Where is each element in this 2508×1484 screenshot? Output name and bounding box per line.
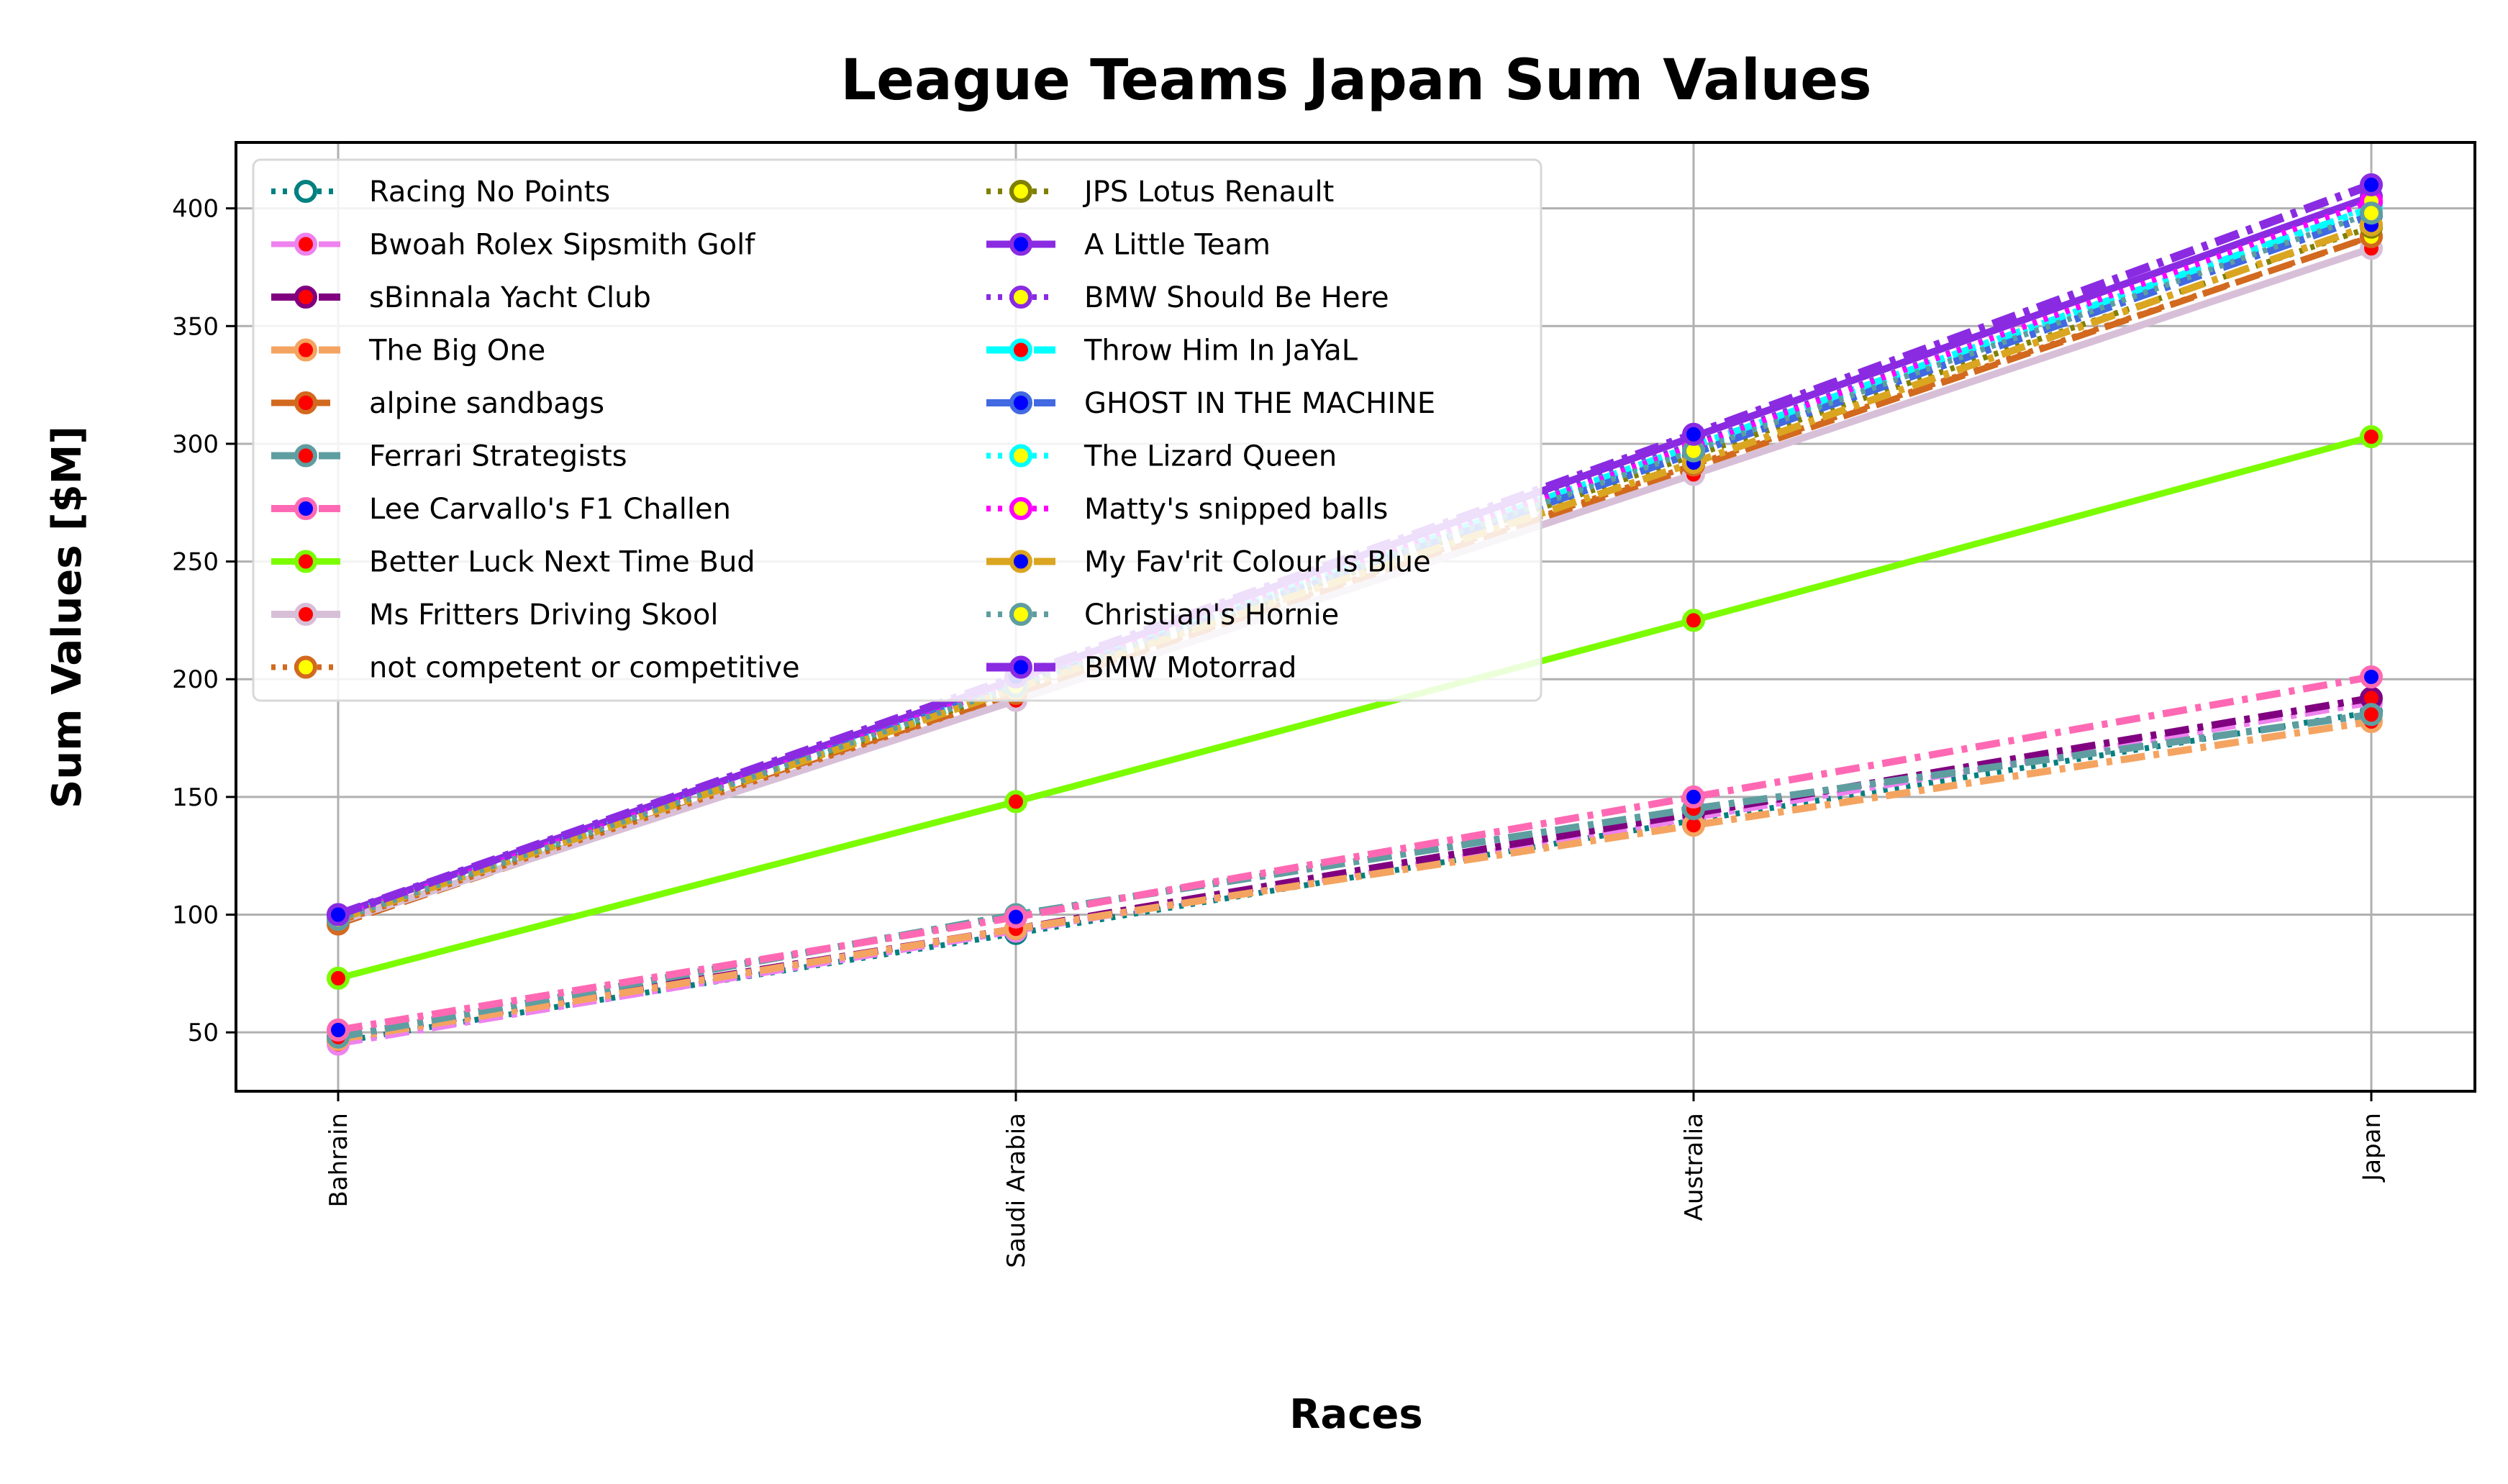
data-point	[327, 1018, 350, 1042]
legend-marker	[294, 603, 317, 626]
legend-marker	[1009, 391, 1032, 414]
legend-label: Racing No Points	[369, 176, 610, 209]
x-tick-label: Bahrain	[324, 1113, 353, 1208]
data-point	[327, 966, 350, 990]
legend-marker	[1009, 444, 1032, 468]
legend-label: sBinnala Yacht Club	[369, 281, 651, 314]
legend-label: Bwoah Rolex Sipsmith Golf	[369, 229, 755, 262]
legend-marker	[1009, 180, 1032, 203]
series-3	[327, 710, 2383, 1051]
legend-label: Better Luck Next Time Bud	[369, 546, 755, 579]
data-point	[2360, 201, 2383, 225]
legend-marker	[294, 550, 317, 573]
legend-label: alpine sandbags	[369, 387, 604, 420]
legend-label: Matty's snipped balls	[1084, 493, 1388, 526]
y-tick-label: 350	[172, 312, 219, 341]
legend-label: The Lizard Queen	[1083, 440, 1337, 473]
legend-marker	[1009, 286, 1032, 309]
legend-label: Ms Fritters Driving Skool	[369, 598, 719, 632]
x-tick-label: Australia	[1680, 1113, 1709, 1221]
data-point	[2360, 703, 2383, 727]
data-point	[2360, 665, 2383, 688]
y-tick-label: 250	[172, 548, 219, 577]
series-line	[337, 709, 2372, 1045]
y-tick-label: 300	[172, 430, 219, 459]
y-tick-label: 50	[188, 1019, 219, 1047]
plot-area-frame	[235, 141, 2476, 1093]
legend-label: not competent or competitive	[369, 652, 800, 685]
legend-marker	[294, 391, 317, 414]
series-line	[337, 433, 2373, 982]
legend-box	[252, 158, 1542, 702]
y-tick-label: 100	[172, 901, 219, 930]
data-point	[1004, 790, 1027, 814]
legend-marker	[1009, 603, 1032, 626]
x-tick-label: Saudi Arabia	[1002, 1113, 1031, 1268]
data-point	[1682, 609, 1705, 632]
series-line	[337, 204, 2373, 921]
legend-label: Throw Him In JaYaL	[1083, 334, 1358, 368]
legend-label: BMW Motorrad	[1084, 652, 1296, 685]
data-point	[327, 903, 350, 927]
series-line	[337, 211, 2373, 923]
series-line	[337, 718, 2372, 1043]
legend-label: The Big One	[368, 334, 545, 368]
legend-marker	[1009, 550, 1032, 573]
legend-marker	[1009, 338, 1032, 362]
legend-marker	[294, 232, 317, 256]
legend-label: My Fav'rit Colour Is Blue	[1084, 546, 1431, 579]
data-point	[1004, 905, 1027, 929]
data-point	[1682, 422, 1705, 446]
y-tick-label: 200	[172, 665, 219, 694]
series-line	[337, 210, 2373, 922]
data-point	[2360, 425, 2383, 449]
legend: Racing No Points Bwoah Rolex Sipsmith Gol…	[252, 158, 1542, 702]
legend-marker	[294, 338, 317, 362]
chart-title: League Teams Japan Sum Values	[840, 48, 1871, 113]
y-tick-label: 150	[172, 783, 219, 812]
legend-label: JPS Lotus Renault	[1082, 176, 1334, 209]
legend-marker	[1009, 655, 1032, 679]
series-7	[327, 425, 2383, 990]
series-line	[337, 694, 2372, 1041]
legend-marker	[294, 497, 317, 520]
x-tick-label: Japan	[2358, 1113, 2386, 1183]
legend-label: BMW Should Be Here	[1084, 281, 1389, 314]
axis-ticks: 50 100 150 200 250 300 350 400 Bahrain Saudi Arab…	[172, 195, 2386, 1268]
legend-label: A Little Team	[1084, 229, 1271, 262]
series-6	[327, 665, 2383, 1042]
legend-marker	[294, 286, 317, 309]
legend-label: Lee Carvallo's F1 Challen	[369, 493, 731, 526]
legend-label: Christian's Hornie	[1084, 598, 1339, 632]
y-axis-label: Sum Values [$M]	[44, 426, 91, 809]
legend-label: GHOST IN THE MACHINE	[1084, 387, 1435, 420]
legend-marker	[294, 655, 317, 679]
legend-marker	[294, 180, 317, 203]
data-point	[2360, 173, 2383, 196]
data-point	[1682, 785, 1705, 809]
legend-label: Ferrari Strategists	[369, 440, 627, 473]
x-axis-label: Races	[1289, 1391, 1422, 1438]
y-tick-label: 400	[172, 195, 219, 224]
legend-marker	[1009, 497, 1032, 520]
series-line	[337, 673, 2372, 1034]
legend-marker	[294, 444, 317, 468]
legend-marker	[1009, 232, 1032, 256]
